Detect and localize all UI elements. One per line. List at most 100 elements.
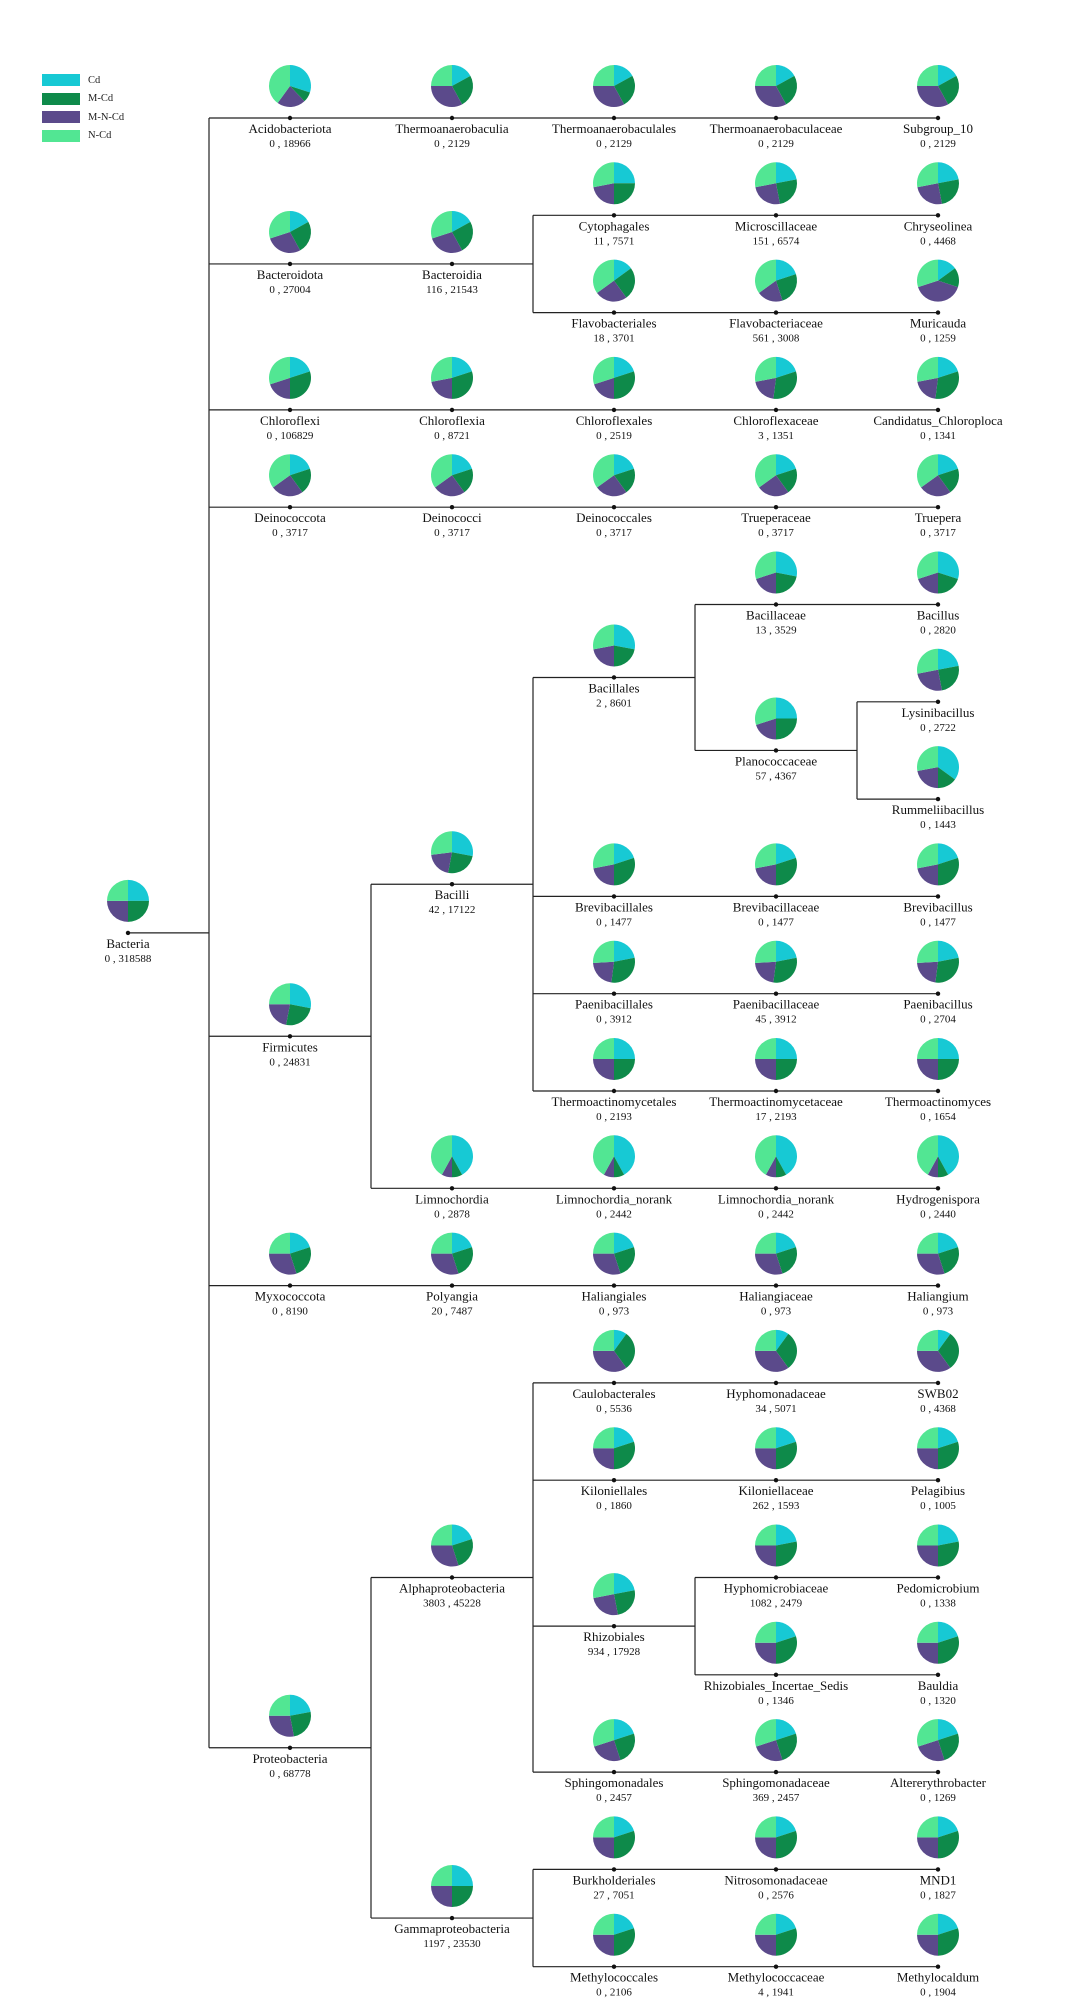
pie-slice-m-cd <box>938 1636 959 1664</box>
taxon-counts: 0 , 1338 <box>920 1598 956 1610</box>
pie-slice-m-n-cd <box>107 900 128 922</box>
taxon-name: Deinococcota <box>254 510 326 525</box>
pie-slice-cd <box>614 624 636 650</box>
pie-slice-cd <box>290 65 311 93</box>
pie-slice-m-n-cd <box>917 183 942 205</box>
pie-slice-cd <box>938 259 955 281</box>
node-dot <box>935 602 941 607</box>
pie-slice-cd <box>776 843 796 865</box>
pie-slice-m-cd <box>938 1333 959 1368</box>
node-dot <box>449 1186 455 1191</box>
pie-slice-m-n-cd <box>593 1448 614 1470</box>
node-dot <box>935 1186 941 1191</box>
taxon-counts: 0 , 2442 <box>758 1208 794 1220</box>
node-dot <box>611 1283 617 1288</box>
pie-slice-m-n-cd <box>273 475 303 497</box>
pie-slice-m-cd <box>776 1928 797 1956</box>
pie-slice-cd <box>614 356 634 378</box>
pie-slice-n-cd <box>593 1329 614 1351</box>
node-muricauda: Muricauda 0 , 1259 <box>910 259 966 345</box>
node-dot <box>287 407 293 413</box>
pie-slice-n-cd <box>917 65 938 86</box>
pie-slice-m-n-cd <box>918 280 958 302</box>
pie-slice-m-n-cd <box>431 377 452 399</box>
taxon-name: Chryseolinea <box>904 218 973 233</box>
pie-chart <box>593 65 635 107</box>
node-dot <box>935 213 941 218</box>
pie-slice-cd <box>290 210 309 232</box>
pie-chart <box>592 624 636 667</box>
taxon-name: Paenibacillaceae <box>733 997 820 1012</box>
taxon-name: Acidobacteriota <box>248 121 331 136</box>
taxon-name: Bacillaceae <box>746 608 806 623</box>
taxon-counts: 0 , 2129 <box>596 138 632 150</box>
pie-slice-m-cd <box>938 1830 959 1859</box>
pie-slice-n-cd <box>431 1232 452 1254</box>
pie-slice-m-cd <box>614 1590 636 1615</box>
taxon-counts: 0 , 4368 <box>920 1403 956 1415</box>
node-chloroflexia: Chloroflexia 0 , 8721 <box>419 356 485 442</box>
node-dot <box>449 882 455 887</box>
pie-slice-m-cd <box>452 371 473 399</box>
pie-slice-n-cd <box>755 1038 776 1059</box>
node-chryseolinea: Chryseolinea 0 , 4468 <box>904 162 973 247</box>
taxon-counts: 0 , 24831 <box>269 1056 310 1068</box>
taxon-name: Chloroflexaceae <box>733 413 818 428</box>
pie-slice-m-n-cd <box>269 1004 290 1025</box>
pie-slice-m-n-cd <box>917 1448 938 1470</box>
taxon-name: Sphingomonadaceae <box>722 1775 830 1790</box>
pie-slice-cd <box>776 697 797 719</box>
pie-slice-m-cd <box>935 957 960 983</box>
taxon-counts: 45 , 3912 <box>755 1014 796 1026</box>
taxon-counts: 0 , 318588 <box>105 953 152 965</box>
taxon-name: Thermoanaerobaculaceae <box>710 121 843 136</box>
taxon-counts: 934 , 17928 <box>588 1646 641 1658</box>
pie-slice-n-cd <box>917 454 938 488</box>
node-thermoactinomycetaceae: Thermoactinomycetaceae 17 , 2193 <box>709 1038 843 1123</box>
pie-slice-n-cd <box>755 1329 776 1351</box>
pie-slice-m-n-cd <box>431 1886 452 1908</box>
pie-chart <box>592 940 636 983</box>
pie-slice-m-cd <box>452 468 473 493</box>
pie-slice-m-cd <box>452 1539 473 1566</box>
taxon-counts: 0 , 2722 <box>920 722 956 734</box>
taxon-counts: 13 , 3529 <box>755 625 797 637</box>
taxon-counts: 0 , 5536 <box>596 1403 632 1415</box>
pie-chart <box>755 65 797 107</box>
pie-slice-m-n-cd <box>441 1156 452 1178</box>
pie-chart <box>593 1719 635 1762</box>
pie-slice-cd <box>938 1524 959 1546</box>
pie-slice-m-cd <box>614 1441 635 1470</box>
pie-slice-n-cd <box>269 454 290 488</box>
taxon-counts: 1082 , 2479 <box>750 1598 803 1610</box>
pie-slice-m-n-cd <box>593 1253 621 1275</box>
pie-slice-cd <box>938 1329 951 1351</box>
node-dot <box>287 1283 293 1288</box>
pie-slice-m-cd <box>286 1004 311 1026</box>
node-dot <box>287 505 293 510</box>
pie-slice-m-cd <box>776 1156 787 1178</box>
pie-slice-m-n-cd <box>756 1740 783 1762</box>
pie-slice-n-cd <box>755 1913 776 1935</box>
taxon-name: Bacteroidia <box>422 267 482 282</box>
taxon-name: Rummeliibacillus <box>892 802 984 817</box>
pie-slice-m-n-cd <box>269 1715 294 1737</box>
pie-slice-cd <box>452 454 472 476</box>
pie-chart <box>916 356 959 399</box>
pie-chart <box>431 1135 473 1178</box>
pie-slice-m-cd <box>935 371 959 399</box>
taxon-name: Cytophagales <box>579 218 650 233</box>
pie-slice-m-cd <box>290 468 311 493</box>
pie-slice-cd <box>614 1816 634 1838</box>
pie-slice-m-n-cd <box>755 864 776 886</box>
pie-slice-m-cd <box>776 1441 797 1470</box>
taxon-name: Methylocaldum <box>897 1970 979 1985</box>
node-burkholderiales: Burkholderiales 27 , 7051 <box>572 1816 656 1901</box>
pie-slice-n-cd <box>917 1427 938 1449</box>
pie-chart <box>430 356 473 399</box>
node-bauldia: Bauldia 0 , 1320 <box>917 1621 959 1707</box>
node-sphingomonadaceae: Sphingomonadaceae 369 , 2457 <box>722 1719 830 1804</box>
pie-slice-m-cd <box>128 900 149 922</box>
pie-slice-cd <box>776 1427 796 1449</box>
taxon-counts: 17 , 2193 <box>755 1111 797 1123</box>
